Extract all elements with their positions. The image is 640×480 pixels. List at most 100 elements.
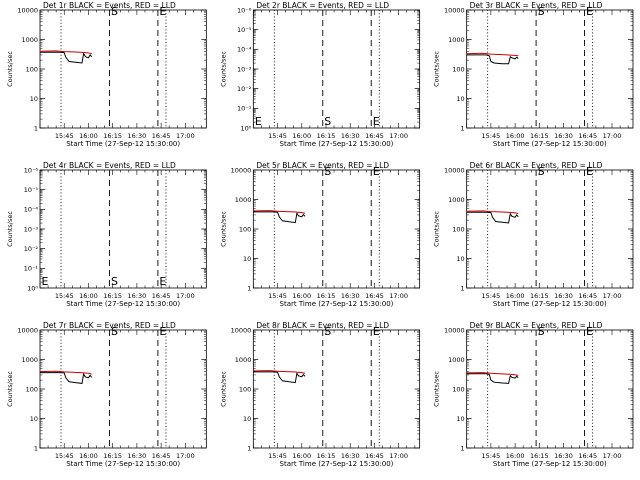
marker-start: S <box>324 325 331 338</box>
x-tick-label: 16:00 <box>506 452 525 460</box>
y-tick-label: 10000 <box>17 326 38 334</box>
marker-end: E <box>373 115 380 128</box>
marker-end: E <box>42 275 49 288</box>
x-tick-label: 16:45 <box>365 452 384 460</box>
panel-8: Det 8r BLACK = Events, RED = LLD 1 10 100 10… <box>219 321 421 468</box>
x-tick-label: 17:00 <box>176 292 195 300</box>
y-tick-label: 100 <box>26 385 38 393</box>
panel-title: Det 4r BLACK = Events, RED = LLD <box>43 161 176 170</box>
x-tick-label: 16:30 <box>128 292 147 300</box>
marker-start: S <box>538 325 545 338</box>
plot-frame <box>39 9 207 129</box>
y-tick-label: 1 <box>34 444 38 452</box>
events-series-line <box>253 211 306 224</box>
y-tick-label: 10000 <box>444 166 465 174</box>
plot-frame <box>39 329 207 449</box>
x-tick-label: 16:15 <box>317 132 336 140</box>
y-tick-label: 10⁻² <box>237 85 252 93</box>
x-axis-label: Start Time (27-Sep-12 15:30:00) <box>280 460 394 468</box>
y-tick-label: 10⁻⁴ <box>237 46 252 54</box>
marker-end: E <box>255 115 262 128</box>
y-tick-label: 10 <box>456 255 464 263</box>
x-tick-label: 15:45 <box>55 132 74 140</box>
marker-start: S <box>111 275 118 288</box>
x-tick-label: 16:15 <box>103 452 122 460</box>
x-tick-label: 15:45 <box>55 452 74 460</box>
y-axis-label: Counts/sec <box>6 211 14 247</box>
plot-frame <box>252 9 421 129</box>
marker-start: S <box>324 165 331 178</box>
events-series-line <box>253 371 306 384</box>
panel-4: Det 4r BLACK = Events, RED = LLD 10⁰ 10⁻¹ 1… <box>6 161 207 308</box>
marker-end: E <box>586 165 593 178</box>
y-tick-label: 10⁻² <box>24 245 39 253</box>
x-tick-label: 17:00 <box>603 292 622 300</box>
y-tick-label: 10⁰ <box>240 124 251 132</box>
y-tick-label: 1 <box>247 444 251 452</box>
x-tick-label: 16:45 <box>365 132 384 140</box>
y-tick-label: 10000 <box>231 166 252 174</box>
y-tick-label: 10 <box>30 95 38 103</box>
y-tick-label: 10000 <box>444 326 465 334</box>
y-tick-label: 1 <box>461 444 465 452</box>
panel-1: Det 1r BLACK = Events, RED = LLD 1 10 100 10… <box>6 1 207 148</box>
x-tick-label: 16:15 <box>530 132 549 140</box>
panel-6: Det 6r BLACK = Events, RED = LLD 1 10 100 10… <box>433 161 634 308</box>
x-tick-label: 17:00 <box>176 452 195 460</box>
lld-series-line <box>39 50 92 55</box>
y-tick-label: 10⁻⁶ <box>24 166 39 174</box>
y-tick-label: 1 <box>34 124 38 132</box>
panel-9: Det 9r BLACK = Events, RED = LLD 1 10 100 10… <box>433 321 634 468</box>
plot-frame <box>252 329 421 449</box>
panel-5: Det 5r BLACK = Events, RED = LLD 1 10 100 10… <box>219 161 421 308</box>
lld-series-line <box>466 372 519 376</box>
panel-title: Det 2r BLACK = Events, RED = LLD <box>256 1 389 10</box>
x-tick-label: 15:45 <box>482 292 501 300</box>
x-tick-label: 16:00 <box>506 292 525 300</box>
x-tick-label: 16:00 <box>79 132 98 140</box>
y-tick-label: 100 <box>452 65 464 73</box>
marker-end: E <box>373 165 380 178</box>
y-tick-label: 10⁻¹ <box>24 265 39 273</box>
x-tick-label: 16:15 <box>103 292 122 300</box>
y-tick-label: 1 <box>461 124 465 132</box>
x-tick-label: 16:00 <box>292 132 311 140</box>
y-tick-label: 10⁻¹ <box>237 105 252 113</box>
panel-title: Det 3r BLACK = Events, RED = LLD <box>470 1 603 10</box>
x-tick-label: 17:00 <box>389 292 408 300</box>
y-tick-label: 100 <box>239 225 251 233</box>
panel-title: Det 9r BLACK = Events, RED = LLD <box>470 321 603 330</box>
y-tick-label: 10⁰ <box>27 284 38 292</box>
marker-end: E <box>586 5 593 18</box>
marker-end: E <box>159 5 166 18</box>
x-tick-label: 16:15 <box>317 292 336 300</box>
y-tick-label: 1000 <box>21 356 38 364</box>
y-tick-label: 1000 <box>448 196 465 204</box>
x-tick-label: 16:45 <box>578 132 597 140</box>
y-tick-label: 10000 <box>444 6 465 14</box>
x-tick-label: 17:00 <box>603 132 622 140</box>
y-tick-label: 10 <box>243 255 251 263</box>
x-tick-label: 16:30 <box>341 292 360 300</box>
x-tick-label: 16:30 <box>341 452 360 460</box>
panel-2: Det 2r BLACK = Events, RED = LLD 10⁰ 10⁻¹ 1… <box>219 1 421 148</box>
x-tick-label: 16:00 <box>506 132 525 140</box>
x-tick-label: 16:15 <box>530 292 549 300</box>
x-axis-label: Start Time (27-Sep-12 15:30:00) <box>493 300 607 308</box>
y-axis-label: Counts/sec <box>6 51 14 87</box>
x-tick-label: 16:30 <box>341 132 360 140</box>
y-tick-label: 10 <box>243 415 251 423</box>
panel-title: Det 7r BLACK = Events, RED = LLD <box>43 321 176 330</box>
x-tick-label: 16:15 <box>317 452 336 460</box>
events-series-line <box>466 211 519 224</box>
y-tick-label: 100 <box>26 65 38 73</box>
panel-7: Det 7r BLACK = Events, RED = LLD 1 10 100 10… <box>6 321 207 468</box>
x-tick-label: 16:30 <box>128 132 147 140</box>
x-tick-label: 15:45 <box>268 292 287 300</box>
x-axis-label: Start Time (27-Sep-12 15:30:00) <box>66 300 180 308</box>
y-tick-label: 10 <box>456 415 464 423</box>
x-tick-label: 16:45 <box>365 292 384 300</box>
lld-series-line <box>39 370 92 375</box>
panel-title: Det 8r BLACK = Events, RED = LLD <box>256 321 389 330</box>
